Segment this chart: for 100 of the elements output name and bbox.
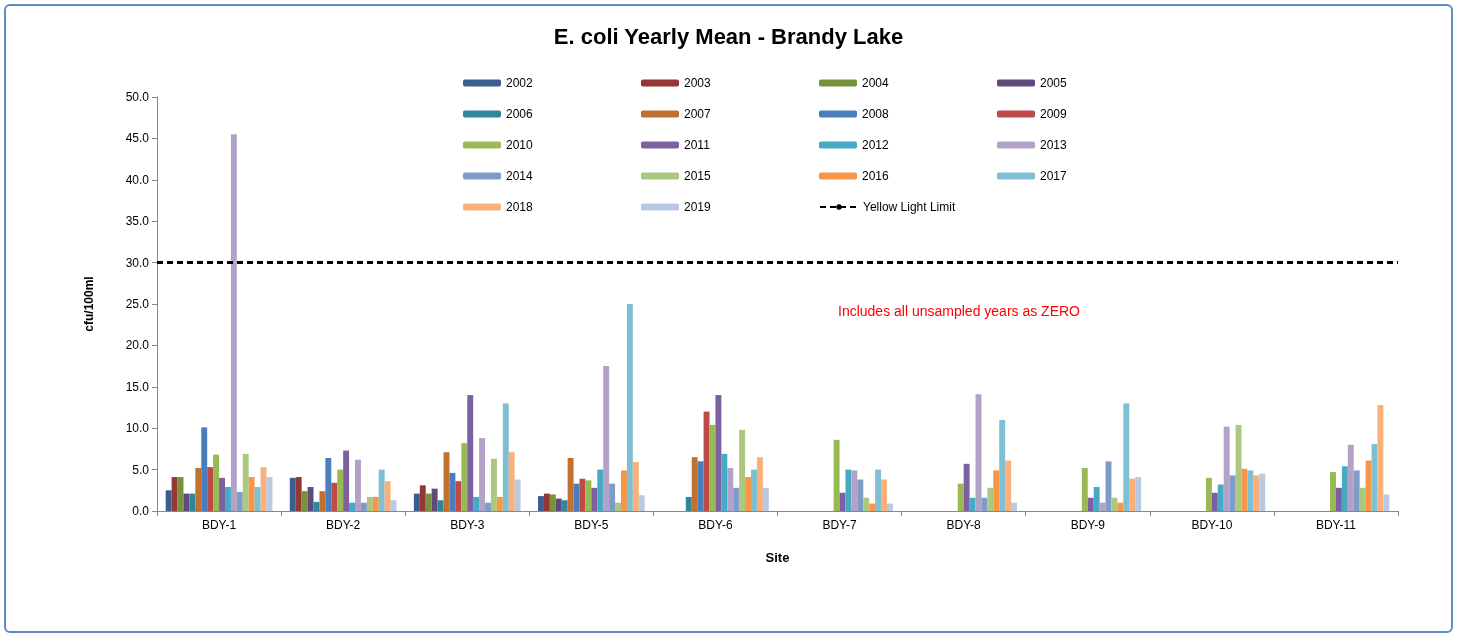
bar xyxy=(349,502,356,511)
y-axis-title: cfu/100ml xyxy=(82,276,96,332)
bar xyxy=(561,500,568,511)
y-tick-label: 15.0 xyxy=(125,379,150,394)
bar xyxy=(1135,477,1142,511)
bar xyxy=(1005,460,1012,511)
bar xyxy=(751,469,757,511)
bar xyxy=(325,458,332,511)
legend-label: 2016 xyxy=(862,169,890,183)
bar xyxy=(609,483,616,511)
bar xyxy=(461,443,468,511)
bar xyxy=(756,457,763,511)
x-tick-label: BDY-11 xyxy=(1315,518,1357,532)
bar xyxy=(1253,475,1260,511)
legend-label: 2010 xyxy=(506,138,534,152)
bar xyxy=(1383,494,1390,511)
y-tick-label: 30.0 xyxy=(125,255,150,270)
y-tick-label: 10.0 xyxy=(125,421,150,436)
bar xyxy=(490,458,497,511)
legend-label: Yellow Light Limit xyxy=(863,200,956,214)
bar xyxy=(1335,487,1342,511)
bar xyxy=(496,496,503,511)
x-tick-label: BDY-6 xyxy=(698,518,733,532)
bar xyxy=(378,469,385,511)
bar xyxy=(230,134,237,511)
bar xyxy=(1330,472,1336,511)
bar xyxy=(1081,467,1088,511)
bar xyxy=(863,497,870,511)
bar xyxy=(183,493,190,511)
bar xyxy=(555,498,562,511)
bar xyxy=(1211,492,1218,511)
legend-label: 2014 xyxy=(506,169,534,183)
legend-label: 2004 xyxy=(862,76,890,90)
y-tick-label: 40.0 xyxy=(125,172,150,187)
bar xyxy=(585,480,592,511)
bar xyxy=(289,477,296,511)
bar xyxy=(993,470,1000,511)
legend-label: 2007 xyxy=(684,107,712,121)
bar xyxy=(319,491,326,511)
bar xyxy=(437,500,444,511)
bar xyxy=(727,467,734,511)
legend-label: 2013 xyxy=(1040,138,1068,152)
legend-label: 2019 xyxy=(684,200,712,214)
bar xyxy=(603,366,610,511)
bar xyxy=(833,439,840,511)
bar xyxy=(431,488,438,511)
bar xyxy=(219,477,225,511)
x-tick-label: BDY-7 xyxy=(822,518,857,532)
y-tick-label: 5.0 xyxy=(132,462,150,477)
bar xyxy=(762,487,769,511)
legend-label: 2018 xyxy=(506,200,534,214)
bar xyxy=(467,395,474,511)
bar xyxy=(881,479,887,511)
y-tick-label: 45.0 xyxy=(125,131,150,146)
bar xyxy=(1217,484,1224,511)
bar xyxy=(851,470,858,511)
bar xyxy=(360,502,367,511)
legend-label: 2003 xyxy=(684,76,712,90)
bar xyxy=(869,503,876,511)
bar xyxy=(372,496,379,511)
bar xyxy=(195,467,202,511)
bar xyxy=(343,450,350,511)
legend-label: 2012 xyxy=(862,138,890,152)
bar xyxy=(1241,468,1248,511)
bar xyxy=(390,500,397,511)
bar xyxy=(413,493,420,511)
bar xyxy=(201,427,208,511)
bar xyxy=(591,487,598,511)
bar xyxy=(1123,403,1130,511)
bar xyxy=(337,469,344,511)
bar xyxy=(1111,497,1118,511)
bar xyxy=(715,395,722,511)
bar xyxy=(987,487,994,511)
x-axis-title: Site xyxy=(765,550,790,565)
bar xyxy=(242,453,249,511)
y-tick-label: 0.0 xyxy=(132,504,150,518)
annotation: Includes all unsampled years as ZERO xyxy=(838,303,1081,319)
bar xyxy=(638,495,645,511)
bar xyxy=(957,483,964,511)
bar xyxy=(1223,426,1230,511)
bar xyxy=(449,472,456,511)
y-tick-label: 50.0 xyxy=(125,90,150,104)
bar xyxy=(189,493,196,511)
bar xyxy=(165,490,172,511)
legend-label: 2015 xyxy=(684,169,712,183)
x-tick-label: BDY-8 xyxy=(946,518,982,532)
legend-label: 2008 xyxy=(862,107,890,121)
bar xyxy=(1347,444,1354,511)
bar xyxy=(213,454,220,511)
bar xyxy=(295,477,302,511)
bar xyxy=(969,497,976,511)
bar xyxy=(685,496,692,511)
y-tick-label: 25.0 xyxy=(125,297,150,311)
legend-label: 2002 xyxy=(506,76,534,90)
bar xyxy=(508,452,515,511)
bar xyxy=(366,496,373,511)
legend-label: 2005 xyxy=(1040,76,1068,90)
bar xyxy=(845,469,852,511)
bar xyxy=(537,496,544,511)
legend-label: 2017 xyxy=(1040,169,1068,183)
